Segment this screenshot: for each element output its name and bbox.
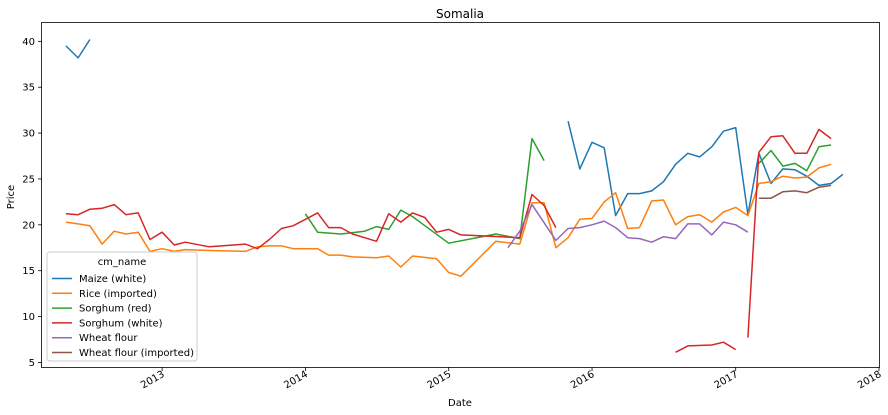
x-tick-label: 2016: [569, 369, 597, 391]
legend-label: Wheat flour (imported): [79, 348, 194, 359]
y-tick-label: 5: [29, 358, 35, 369]
y-tick-label: 15: [22, 266, 35, 277]
legend-label: Sorghum (white): [79, 318, 163, 329]
y-axis-label: Price: [6, 185, 17, 209]
series-line-1: [567, 121, 844, 217]
x-tick-label: 2013: [139, 369, 167, 391]
plot-content: [65, 39, 844, 353]
x-tick-label: 2017: [713, 369, 741, 391]
plot-frame: [41, 22, 880, 368]
legend-box: [46, 251, 198, 362]
legend-label: Maize (white): [79, 274, 146, 285]
x-tick-label: 2018: [856, 369, 884, 391]
y-tick-label: 25: [22, 174, 35, 185]
legend-title: cm_name: [98, 257, 147, 268]
chart-title: Somalia: [436, 7, 484, 21]
y-tick-label: 40: [22, 37, 35, 48]
series-line-2: [65, 163, 832, 277]
series-line-1: [65, 39, 91, 59]
x-tick-label: 2014: [282, 369, 310, 391]
series-line-5: [507, 203, 749, 249]
y-axis-ticks: 5 10 15 20 25 30 35 40: [22, 37, 42, 369]
x-axis-label: Date: [448, 398, 472, 409]
legend: cm_name Maize (white) Rice (imported) Sorgh…: [46, 251, 198, 362]
series-line-4: [65, 193, 557, 250]
series-line-6: [758, 184, 832, 199]
legend-label: Sorghum (red): [79, 304, 152, 315]
y-tick-label: 30: [22, 129, 35, 140]
y-tick-label: 10: [22, 312, 35, 323]
x-axis-ticks: 2013 2014 2015 2016 2017 2018: [139, 367, 884, 391]
series-line-4: [747, 128, 832, 338]
legend-label: Wheat flour: [79, 333, 138, 344]
series-line-4: [675, 341, 737, 353]
legend-label: Rice (imported): [79, 289, 157, 300]
y-tick-label: 20: [22, 220, 35, 231]
x-tick-label: 2015: [426, 369, 454, 391]
y-tick-label: 35: [22, 83, 35, 94]
series-line-3: [758, 144, 832, 172]
